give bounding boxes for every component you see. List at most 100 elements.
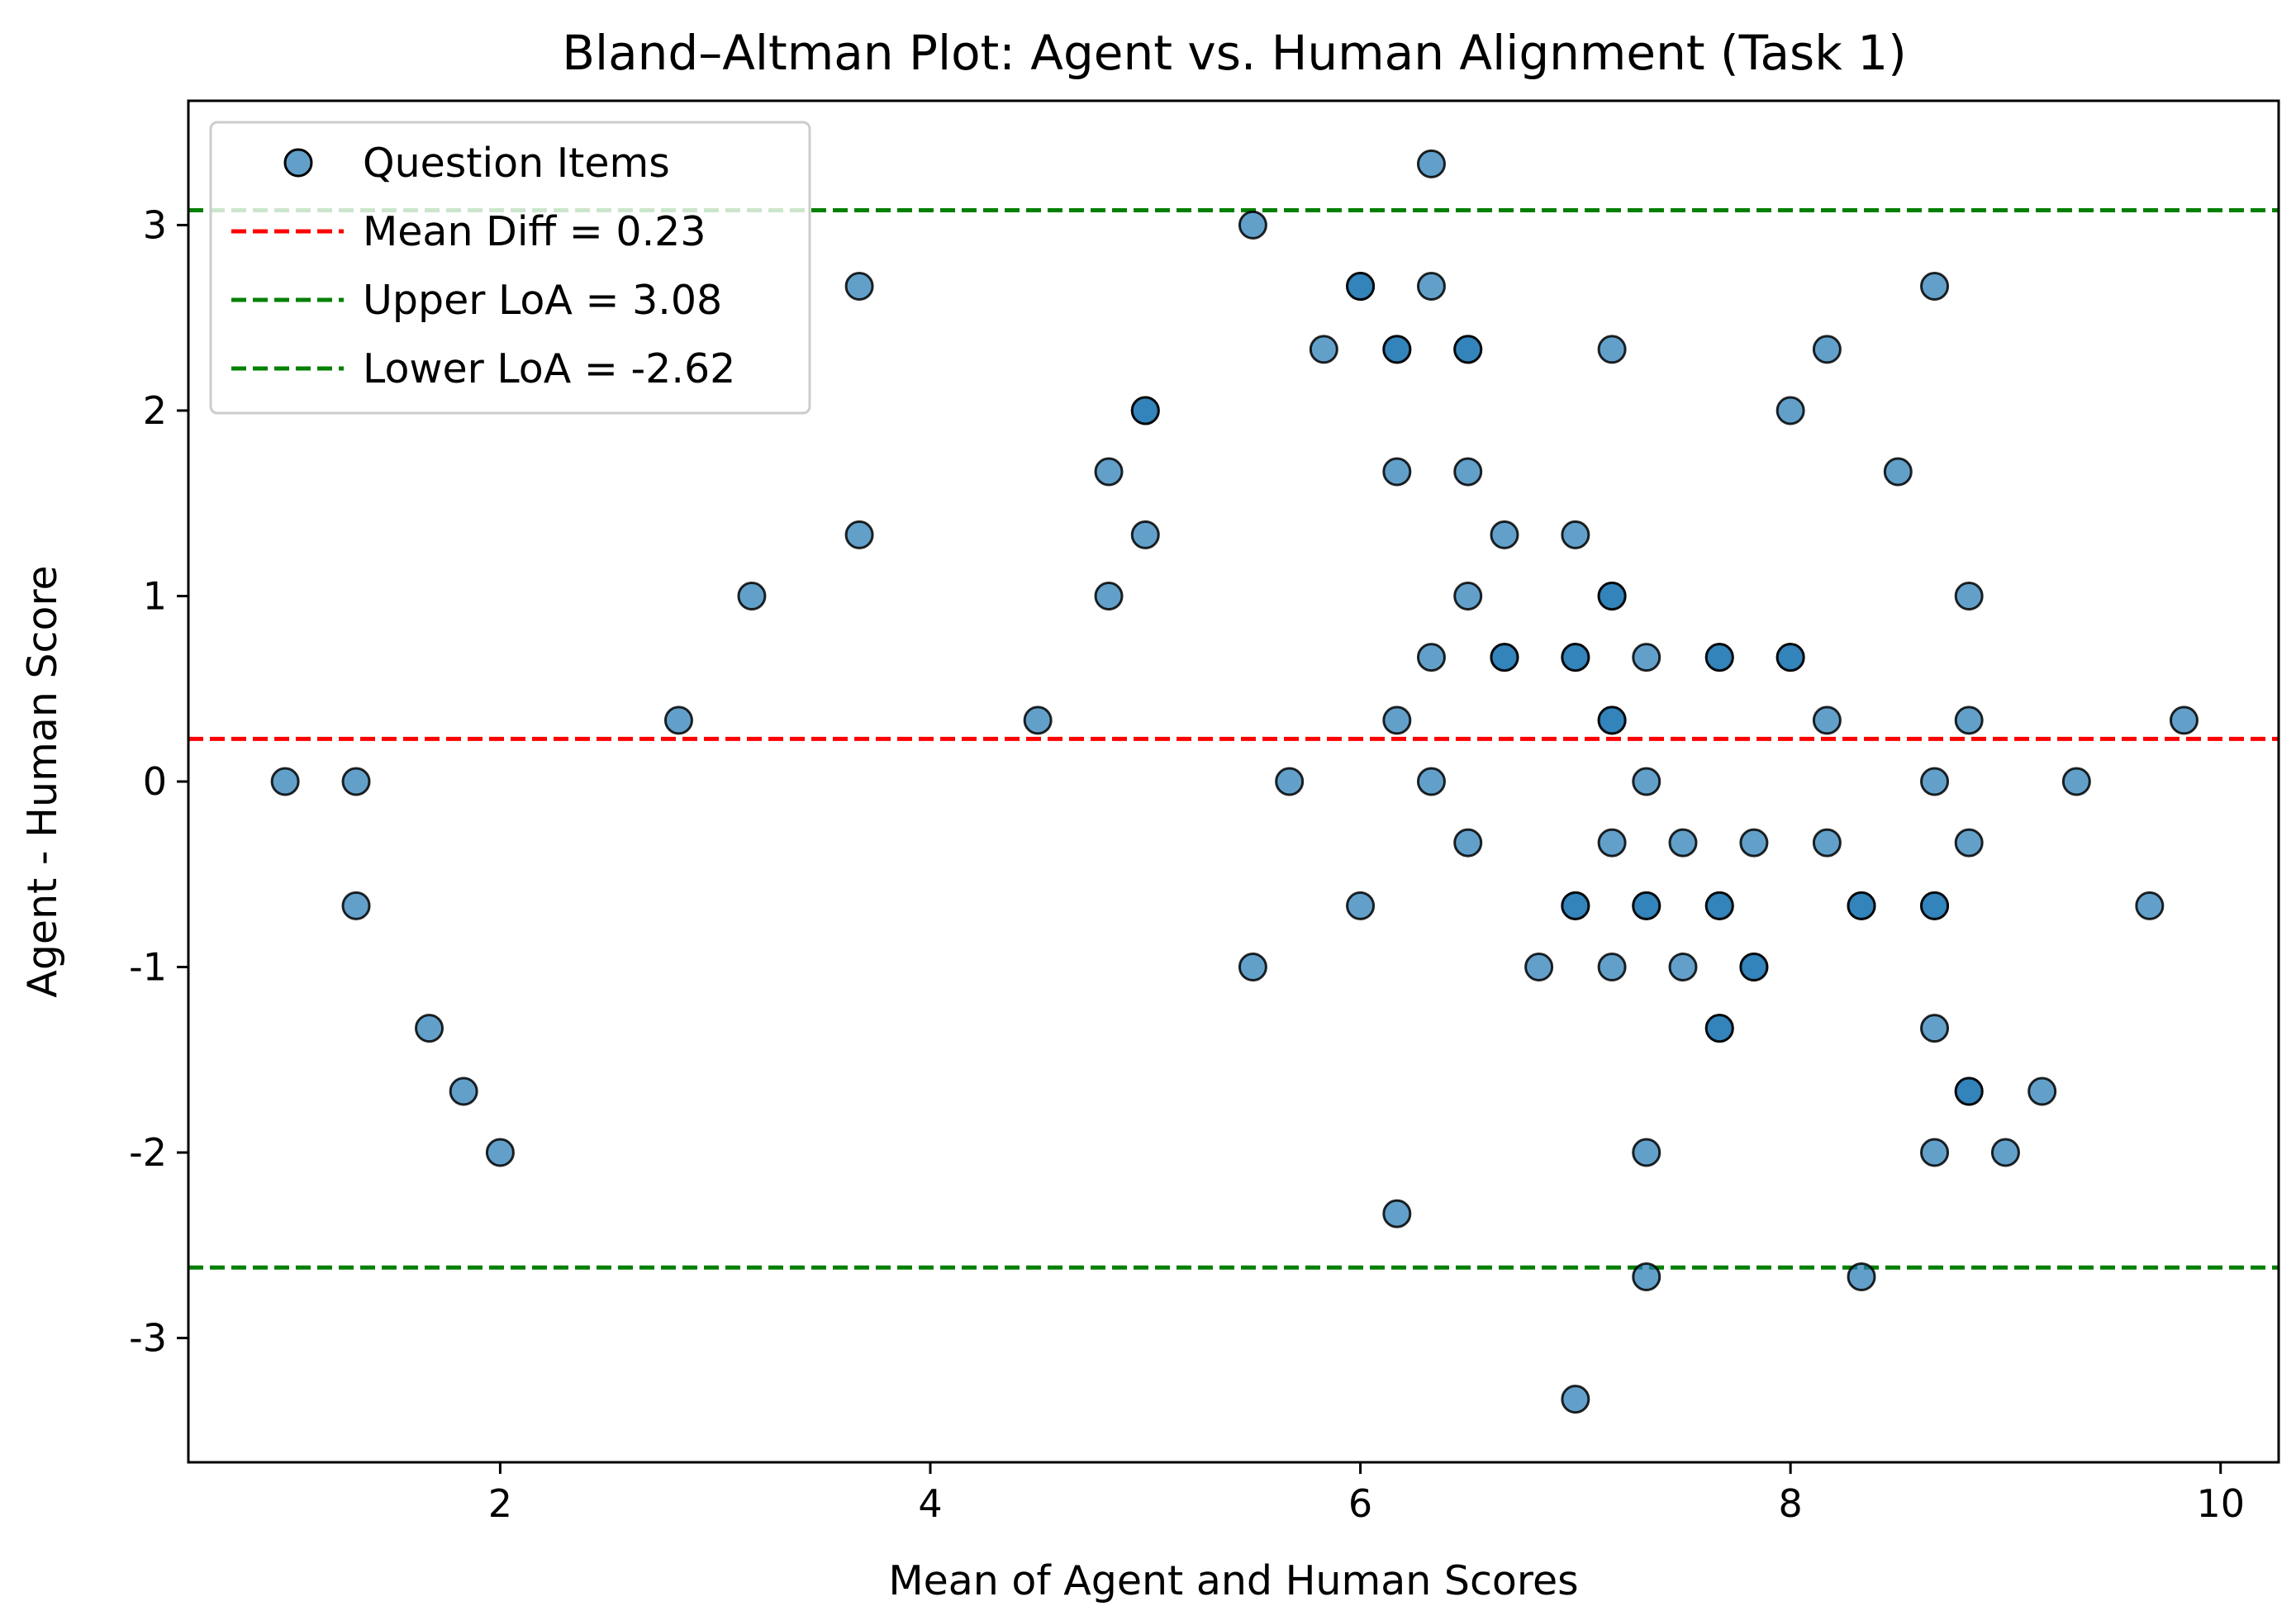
data-point-61 [1668,953,1698,982]
data-point-5 [485,1138,515,1167]
data-point-36 [1453,828,1483,858]
data-point-0 [270,767,300,796]
data-point-18 [1275,767,1305,796]
data-point-1 [341,767,371,796]
data-point-67 [1704,1014,1734,1043]
data-point-54 [1632,643,1661,672]
data-point-80 [1883,457,1913,487]
data-point-28 [1416,149,1446,178]
data-point-39 [1490,643,1519,672]
data-point-8 [844,272,874,302]
data-point-24 [1382,335,1412,364]
data-point-49 [1597,581,1627,611]
data-point-17 [1238,953,1267,982]
data-point-86 [1920,1138,1950,1167]
data-point-25 [1382,457,1412,487]
x-tick-label-6: 6 [1348,1481,1372,1526]
data-point-35 [1453,581,1483,611]
data-point-10 [1023,706,1053,735]
data-point-93 [2027,1076,2057,1106]
data-point-46 [1561,1385,1590,1414]
data-point-74 [1812,335,1842,364]
data-point-76 [1812,828,1842,858]
data-point-55 [1632,767,1661,796]
data-point-94 [2061,767,2091,796]
data-point-73 [1775,643,1805,672]
legend-box [209,121,811,415]
data-point-91 [1954,1076,1984,1106]
data-point-41 [1561,520,1590,549]
data-point-21 [1346,272,1376,302]
data-point-7 [737,581,767,611]
data-point-16 [1238,210,1267,240]
data-point-4 [449,1076,478,1106]
data-point-92 [1990,1138,2020,1167]
scatter-points [270,149,2199,1414]
data-point-70 [1739,953,1769,982]
data-point-68 [1739,828,1769,858]
data-point-9 [844,520,874,549]
data-point-63 [1704,643,1734,672]
data-point-29 [1416,272,1446,302]
legend-label-mean-diff: Mean Diff = 0.23 [363,208,706,255]
data-point-65 [1704,891,1734,920]
data-point-84 [1920,891,1950,920]
y-tick-label-0: -3 [129,1316,167,1361]
data-point-89 [1954,828,1984,858]
data-point-58 [1632,1138,1661,1167]
data-point-71 [1775,396,1805,425]
data-point-37 [1490,520,1519,549]
y-tick-label-3: 0 [143,759,167,804]
x-tick-label-4: 4 [918,1481,942,1526]
y-axis-ticks: -3 -2 -1 0 1 2 3 [129,202,188,1361]
data-point-34 [1453,457,1483,487]
data-point-11 [1094,457,1124,487]
data-point-45 [1561,891,1590,920]
data-point-79 [1847,1262,1876,1291]
data-point-19 [1309,335,1338,364]
data-point-75 [1812,706,1842,735]
data-point-3 [415,1014,444,1043]
data-point-96 [2169,706,2199,735]
y-tick-label-2: -1 [129,945,167,990]
data-point-33 [1453,335,1483,364]
data-point-85 [1920,1014,1950,1043]
legend-label-question-items: Question Items [363,140,670,187]
data-point-12 [1094,581,1124,611]
data-point-6 [663,706,693,735]
data-point-57 [1632,891,1661,920]
data-point-26 [1382,706,1412,735]
x-tick-label-10: 10 [2196,1481,2245,1526]
y-tick-label-1: -2 [129,1130,167,1175]
data-point-43 [1561,643,1590,672]
data-point-53 [1597,953,1627,982]
legend-marker-question-items [283,148,313,178]
data-point-22 [1346,891,1376,920]
data-point-87 [1954,581,1984,611]
data-point-15 [1130,520,1160,549]
legend: Question Items Mean Diff = 0.23 Upper Lo… [209,121,811,415]
data-point-30 [1416,643,1446,672]
data-point-51 [1597,706,1627,735]
data-point-82 [1920,767,1950,796]
y-tick-label-5: 2 [143,388,167,433]
y-tick-label-4: 1 [143,573,167,618]
data-point-40 [1524,953,1554,982]
x-axis-ticks: 2 4 6 8 10 [488,1462,2245,1526]
data-point-52 [1597,828,1627,858]
data-point-59 [1632,1262,1661,1291]
data-point-2 [341,891,371,920]
data-point-14 [1130,396,1160,425]
x-axis-label: Mean of Agent and Human Scores [888,1557,1578,1604]
data-point-81 [1920,272,1950,302]
data-point-27 [1382,1199,1412,1228]
x-tick-label-2: 2 [488,1481,512,1526]
data-point-31 [1416,767,1446,796]
y-axis-label: Agent - Human Score [19,565,66,997]
data-point-47 [1597,335,1627,364]
legend-label-upper-loa: Upper LoA = 3.08 [363,277,722,324]
data-point-95 [2135,891,2165,920]
y-tick-label-6: 3 [143,202,167,247]
data-point-60 [1668,828,1698,858]
